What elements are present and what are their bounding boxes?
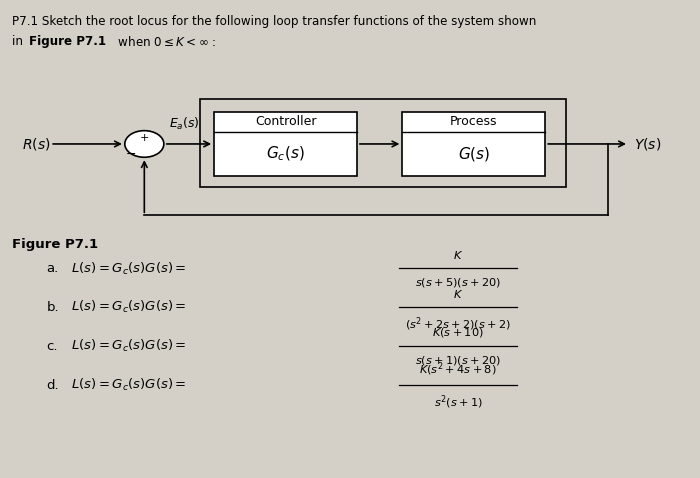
Text: $L(s) = G_c(s)G(s) = $: $L(s) = G_c(s)G(s) = $ — [71, 299, 187, 315]
Text: in: in — [12, 34, 27, 48]
Text: when $0 \leq K < \infty$ :: when $0 \leq K < \infty$ : — [114, 34, 217, 49]
Text: $Y(s)$: $Y(s)$ — [634, 136, 662, 152]
Text: $G_c(s)$: $G_c(s)$ — [266, 144, 304, 163]
Text: Process: Process — [450, 115, 498, 128]
Text: $K(s^2+4s+8)$: $K(s^2+4s+8)$ — [419, 360, 497, 378]
Bar — [402, 112, 545, 176]
Text: $L(s) = G_c(s)G(s) = $: $L(s) = G_c(s)G(s) = $ — [71, 338, 187, 355]
Text: $R(s)$: $R(s)$ — [22, 136, 50, 152]
Bar — [200, 99, 566, 187]
Text: $+$: $+$ — [139, 132, 149, 143]
Text: $-$: $-$ — [125, 147, 136, 160]
Text: c.: c. — [47, 340, 58, 353]
Text: $K$: $K$ — [453, 288, 463, 300]
Text: $K$: $K$ — [453, 249, 463, 261]
Text: $s^2(s+1)$: $s^2(s+1)$ — [434, 393, 482, 411]
Text: Controller: Controller — [255, 115, 316, 128]
Text: b.: b. — [47, 301, 60, 314]
Text: d.: d. — [47, 379, 60, 392]
Text: $L(s) = G_c(s)G(s) = $: $L(s) = G_c(s)G(s) = $ — [71, 261, 187, 276]
Text: $G(s)$: $G(s)$ — [458, 145, 490, 163]
Text: $K(s+10)$: $K(s+10)$ — [432, 326, 484, 339]
Circle shape — [125, 130, 164, 157]
Text: Figure P7.1: Figure P7.1 — [12, 238, 98, 251]
Text: P7.1 Sketch the root locus for the following loop transfer functions of the syst: P7.1 Sketch the root locus for the follo… — [12, 15, 536, 28]
Text: a.: a. — [47, 262, 59, 275]
Text: Figure P7.1: Figure P7.1 — [29, 34, 106, 48]
Text: $s(s+5)(s+20)$: $s(s+5)(s+20)$ — [415, 276, 501, 289]
Text: $E_a(s)$: $E_a(s)$ — [169, 116, 199, 132]
Text: $(s^2+2s+2)(s+2)$: $(s^2+2s+2)(s+2)$ — [405, 315, 511, 333]
Text: $s(s+1)(s+20)$: $s(s+1)(s+20)$ — [415, 354, 501, 367]
Text: $L(s) = G_c(s)G(s) = $: $L(s) = G_c(s)G(s) = $ — [71, 377, 187, 393]
Bar — [214, 112, 357, 176]
